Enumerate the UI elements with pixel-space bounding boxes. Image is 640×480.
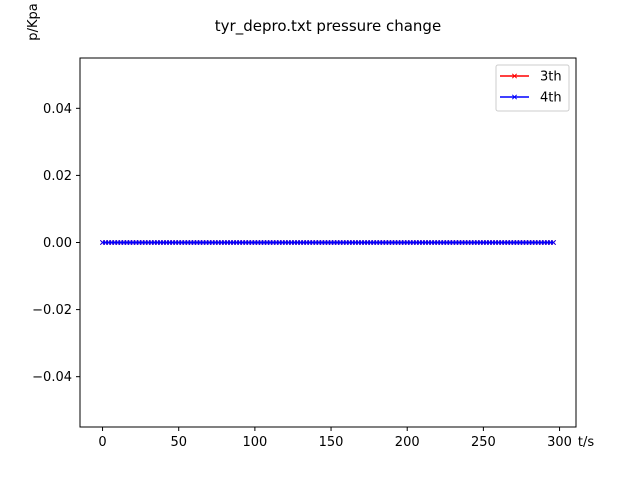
legend-swatch-marker bbox=[511, 94, 518, 100]
y-tick-label: −0.04 bbox=[32, 370, 72, 385]
y-tick-label: 0.02 bbox=[43, 169, 72, 184]
x-tick-label: 250 bbox=[471, 435, 496, 450]
y-tick-label: 0.00 bbox=[43, 236, 72, 251]
x-tick-label: 150 bbox=[319, 435, 344, 450]
series-4th bbox=[99, 239, 557, 246]
y-axis-ticks: −0.04 −0.02 0.00 0.02 0.04 bbox=[32, 102, 80, 385]
plot-series bbox=[99, 239, 557, 246]
x-tick-label: 100 bbox=[242, 435, 267, 450]
x-tick-label: 200 bbox=[395, 435, 420, 450]
y-axis-label: p/Kpa bbox=[26, 3, 41, 40]
x-tick-label: 300 bbox=[547, 435, 572, 450]
y-tick-label: −0.02 bbox=[32, 303, 72, 318]
chart-title: tyr_depro.txt pressure change bbox=[215, 17, 441, 36]
legend-label: 4th bbox=[540, 91, 562, 106]
y-tick-label: 0.04 bbox=[43, 102, 72, 117]
x-tick-label: 0 bbox=[98, 435, 106, 450]
legend-label: 3th bbox=[540, 70, 562, 85]
x-axis-label: t/s bbox=[578, 435, 594, 450]
x-tick-label: 50 bbox=[170, 435, 187, 450]
x-axis-ticks: 0 50 100 150 200 250 300 bbox=[98, 427, 572, 450]
legend-swatch-marker bbox=[511, 73, 518, 79]
data-point bbox=[550, 239, 557, 246]
